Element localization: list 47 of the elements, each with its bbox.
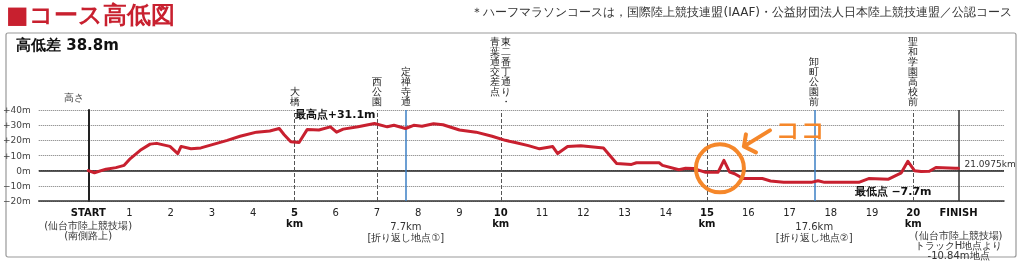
x-tick-label: 5 km bbox=[285, 207, 304, 229]
x-tick-label: 14 bbox=[659, 207, 673, 218]
x-tick-label: 15 km bbox=[698, 207, 716, 229]
x-tick-label: 11 bbox=[535, 207, 549, 218]
x-tick-label: 8 bbox=[415, 207, 422, 218]
x-tick-label: 13 bbox=[618, 207, 631, 218]
y-tick-label: +30m bbox=[2, 120, 31, 131]
ref-line-label: 定禅寺通 bbox=[400, 66, 411, 107]
x-tick-label: FINISH bbox=[939, 207, 978, 218]
y-tick-label: −10m bbox=[2, 180, 31, 191]
x-tick-label: START bbox=[70, 207, 106, 218]
ref-line-label: 卸町公園前 bbox=[809, 56, 820, 107]
y-tick-label: −20m bbox=[2, 196, 31, 206]
y-tick-label: +20m bbox=[2, 135, 31, 146]
line-series bbox=[86, 122, 961, 184]
x-tick-label: 20 km bbox=[904, 207, 922, 229]
annotation: 最低点 −7.7m bbox=[853, 185, 932, 199]
annotation: 7.7km [折り返し地点①] bbox=[367, 221, 445, 243]
y-tick-label: 0m bbox=[16, 165, 31, 176]
x-tick-label: 9 bbox=[456, 207, 463, 218]
x-tick-label: 3 bbox=[208, 207, 216, 218]
chart-title: ■コース高低図 bbox=[6, 1, 175, 29]
x-tick-label: 2 bbox=[167, 207, 174, 218]
x-tick-label: 12 bbox=[576, 207, 590, 218]
x-tick-label: 4 bbox=[250, 207, 257, 218]
x-tick-label: 19 bbox=[865, 207, 879, 218]
ref-line-label: 聖和学園高校前 bbox=[908, 36, 919, 107]
annotation: 最高点+31.1m bbox=[293, 108, 376, 122]
y-tick-label: +10m bbox=[2, 150, 31, 161]
ref-line-label: 大橋 bbox=[289, 86, 300, 107]
text: (仙台市陸上競技場) トラックH地点より -10.84m地点 bbox=[914, 229, 1003, 261]
annotation: 21.0975km bbox=[964, 159, 1016, 170]
text: ＊ハーフマラソンコースは，国際陸上競技連盟(IAAF)・公益財団法人日本陸上競技連盟／公認コース bbox=[471, 5, 1013, 19]
ref-line-label: 西公園 bbox=[372, 76, 382, 107]
chart-subtitle: 高低差 38.8m bbox=[16, 35, 119, 54]
annotation: 17.6km [折り返し地点②] bbox=[775, 221, 853, 243]
text: (仙台市陸上競技場) (南側路上) bbox=[44, 219, 133, 241]
x-tick-label: 18 bbox=[824, 207, 838, 218]
x-tick-label: 10 km bbox=[492, 207, 510, 229]
y-tick-label: +40m bbox=[2, 105, 31, 115]
x-tick-label: 7 bbox=[373, 207, 381, 218]
x-tick-label: 1 bbox=[126, 207, 133, 218]
text: 東二番丁通り・青葉通交差点 bbox=[490, 36, 512, 107]
x-tick-label: 17 bbox=[783, 207, 796, 218]
x-tick-label: 6 bbox=[332, 207, 339, 218]
y-axis-title: 高さ bbox=[64, 91, 85, 103]
x-tick-label: 16 bbox=[741, 207, 755, 218]
